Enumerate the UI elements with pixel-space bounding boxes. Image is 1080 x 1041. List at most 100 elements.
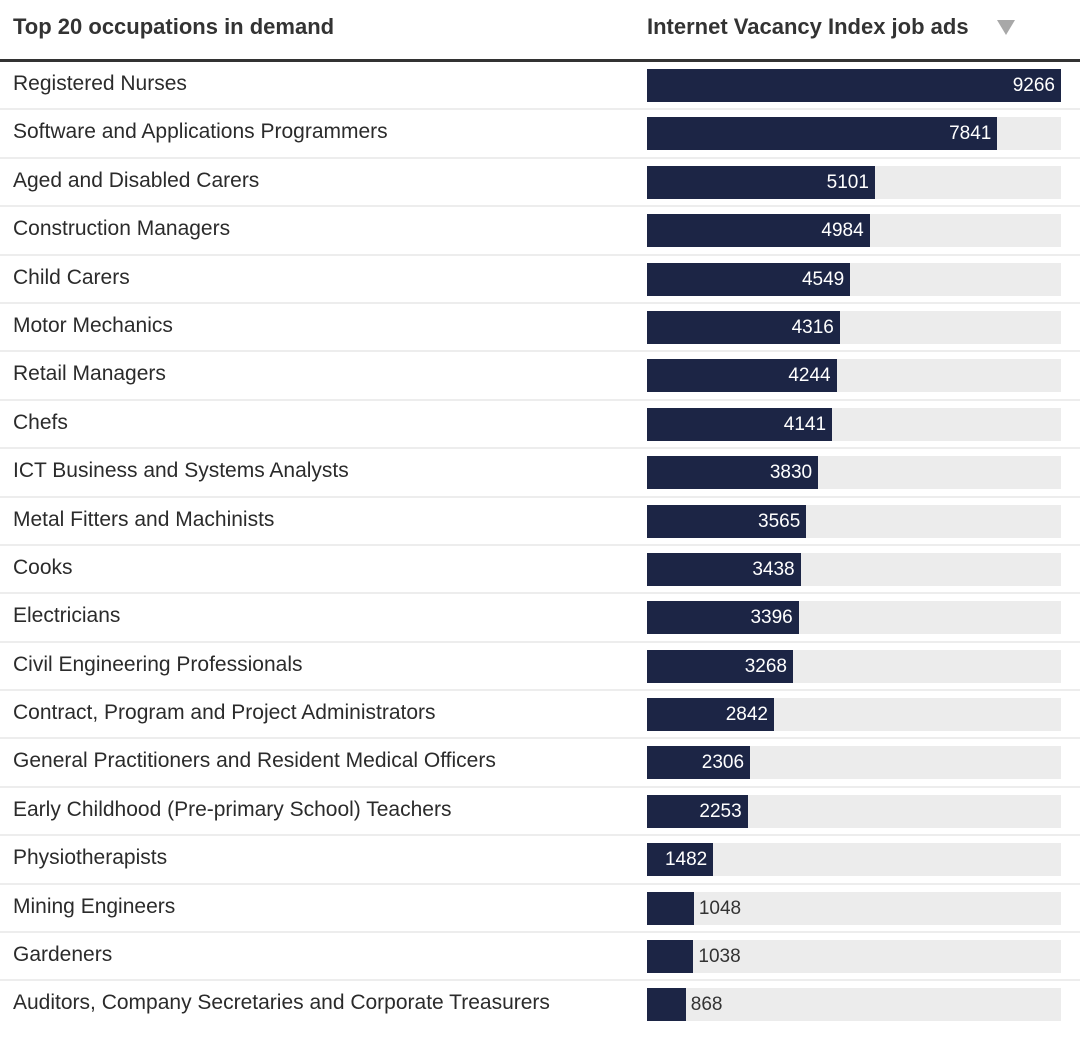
bar (647, 214, 870, 248)
bar (647, 504, 807, 538)
value-label: 3396 (750, 607, 793, 629)
bar-track: 5101 (647, 165, 1061, 199)
table-row: Gardeners 1038 (0, 933, 1080, 982)
table-row: Contract, Program and Project Administra… (0, 691, 1080, 740)
occupation-label: Child Carers (13, 265, 130, 289)
bar-track: 4984 (647, 214, 1061, 248)
bar (647, 698, 774, 732)
bar (647, 988, 686, 1022)
bar-track: 1482 (647, 843, 1061, 877)
value-label: 1048 (698, 897, 742, 919)
value-label: 7841 (949, 123, 992, 145)
value-label: 1482 (664, 849, 708, 871)
bar-track: 2253 (647, 794, 1061, 828)
table-row: Early Childhood (Pre-primary School) Tea… (0, 788, 1080, 837)
occupation-label: Motor Mechanics (13, 313, 173, 337)
table-row: Construction Managers 4984 (0, 207, 1080, 256)
value-label: 868 (690, 994, 723, 1016)
occupation-label: Auditors, Company Secretaries and Corpor… (13, 991, 550, 1015)
bar (647, 359, 837, 393)
occupation-label: Construction Managers (13, 217, 231, 241)
table-row: Software and Applications Programmers 784… (0, 110, 1080, 159)
value-label: 4984 (821, 220, 864, 242)
bar (647, 940, 694, 974)
bar-track: 3830 (647, 456, 1061, 490)
occupation-label: Electricians (13, 604, 121, 628)
occupation-label: Gardeners (13, 943, 113, 967)
table-row: Cooks 3438 (0, 546, 1080, 595)
value-label: 4549 (801, 268, 845, 290)
table-row: Child Carers 4549 (0, 256, 1080, 304)
occupation-label: Contract, Program and Project Administra… (13, 701, 436, 725)
bar-track: 868 (647, 988, 1061, 1022)
bar-track: 3268 (647, 649, 1061, 683)
bar (647, 552, 801, 586)
value-label: 3268 (744, 655, 788, 677)
bar (647, 746, 751, 780)
bar-track: 4141 (647, 407, 1061, 441)
occupation-label: Early Childhood (Pre-primary School) Tea… (13, 797, 452, 821)
occupation-label: General Practitioners and Resident Medic… (13, 749, 496, 773)
occupation-label: Civil Engineering Professionals (13, 652, 303, 676)
bar (647, 165, 875, 199)
table-row: Aged and Disabled Carers 5101 (0, 159, 1080, 208)
occupation-label: Software and Applications Programmers (13, 120, 388, 144)
occupation-label: Mining Engineers (13, 894, 176, 918)
value-label: 3565 (758, 510, 801, 532)
value-label: 2842 (725, 704, 768, 726)
occupation-label: Physiotherapists (13, 846, 168, 870)
bar-track: 4316 (647, 310, 1061, 344)
bar (647, 262, 851, 296)
bar (647, 649, 793, 683)
bar-track: 2842 (647, 698, 1061, 732)
bar (647, 407, 833, 441)
table-row: Auditors, Company Secretaries and Corpor… (0, 981, 1080, 1029)
bar (647, 794, 748, 828)
value-label: 2253 (699, 800, 742, 822)
value-label: 3438 (752, 558, 795, 580)
bar-track: 3565 (647, 504, 1061, 538)
table-row: Civil Engineering Professionals 3268 (0, 643, 1080, 692)
sort-descending-icon[interactable] (997, 20, 1015, 35)
table-row: Registered Nurses 9266 (0, 62, 1080, 111)
table-row: Metal Fitters and Machinists 3565 (0, 498, 1080, 546)
bar-track: 4549 (647, 262, 1061, 296)
bar (647, 843, 714, 877)
occupation-label: Aged and Disabled Carers (13, 168, 260, 192)
value-label: 4244 (788, 365, 831, 387)
table-row: ICT Business and Systems Analysts 3830 (0, 449, 1080, 498)
table-row: Mining Engineers 1048 (0, 885, 1080, 934)
occupation-label: Retail Managers (13, 362, 166, 386)
occupation-label: Registered Nurses (13, 72, 187, 95)
value-label: 3830 (769, 462, 813, 484)
bar (647, 456, 819, 490)
table-row: Chefs 4141 (0, 401, 1080, 450)
bar (647, 310, 840, 344)
table-row: Motor Mechanics 4316 (0, 304, 1080, 353)
value-label: 9266 (1012, 75, 1055, 96)
bar-track: 3396 (647, 601, 1061, 635)
value-label: 1038 (698, 946, 741, 968)
table-header: Top 20 occupations in demand Internet Va… (0, 0, 1080, 62)
table-row: Electricians 3396 (0, 594, 1080, 643)
value-label: 2306 (701, 752, 745, 774)
table-row: Physiotherapists 1482 (0, 836, 1080, 885)
table-row: Retail Managers 4244 (0, 352, 1080, 401)
bar (647, 117, 998, 151)
table-row: General Practitioners and Resident Medic… (0, 739, 1080, 788)
value-label: 4141 (783, 413, 827, 435)
job-ads-column-header[interactable]: Internet Vacancy Index job ads (647, 14, 969, 39)
bar (647, 891, 694, 925)
occupation-label: Chefs (13, 410, 68, 434)
bar-track: 1038 (647, 940, 1061, 974)
bar-track: 7841 (647, 117, 1061, 151)
bar (647, 601, 799, 635)
occupation-label: Cooks (13, 555, 73, 579)
bar-track: 1048 (647, 891, 1061, 925)
occupation-label: ICT Business and Systems Analysts (13, 459, 349, 483)
value-label: 4316 (791, 316, 834, 338)
occupation-label: Metal Fitters and Machinists (13, 507, 275, 531)
occupation-column-header: Top 20 occupations in demand (13, 14, 335, 39)
bar-track: 2306 (647, 746, 1061, 780)
bar-track: 4244 (647, 359, 1061, 393)
